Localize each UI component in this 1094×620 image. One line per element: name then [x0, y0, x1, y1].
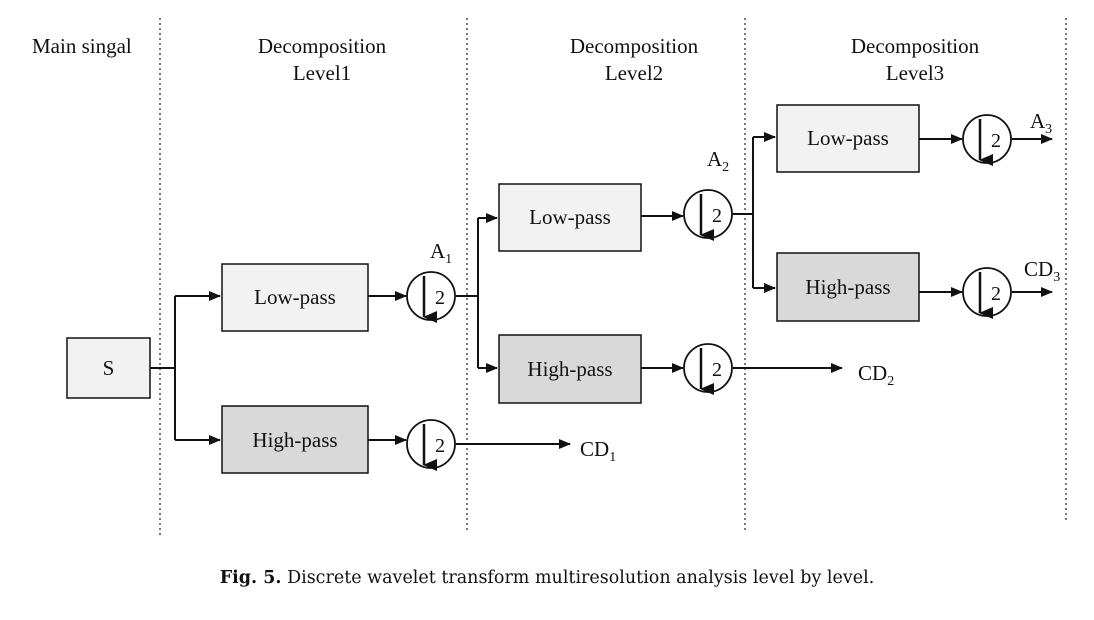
downsampler-l3-low: 2	[962, 114, 1012, 166]
downsampler-l1-high: 2	[406, 419, 456, 471]
low-pass-label: Low-pass	[807, 126, 889, 150]
downsampler-l2-high: 2	[683, 343, 733, 395]
figure-caption-text: Discrete wavelet transform multiresoluti…	[287, 568, 875, 588]
downsampler-l2-low: 2	[683, 189, 733, 241]
downsample-factor: 2	[991, 130, 1001, 152]
signal-block: S	[66, 337, 151, 399]
label-cd2: CD2	[858, 361, 894, 389]
downsample-factor: 2	[712, 205, 722, 227]
level3-low-pass-filter: Low-pass	[776, 104, 920, 173]
downsample-factor: 2	[712, 359, 722, 381]
label-a3: A3	[1030, 109, 1052, 137]
high-pass-label: High-pass	[252, 428, 337, 452]
level-separators	[159, 18, 1067, 538]
downsample-factor: 2	[991, 283, 1001, 305]
signal-box	[66, 337, 151, 399]
low-pass-label: Low-pass	[254, 285, 336, 309]
header-level2-sub: Level2	[605, 61, 663, 85]
figure-label: Fig. 5.	[219, 568, 282, 588]
low-pass-label: Low-pass	[529, 205, 611, 229]
downsample-factor: 2	[435, 435, 445, 457]
header-main-signal: Main singal	[32, 34, 132, 58]
label-a2: A2	[707, 147, 729, 175]
high-pass-label: High-pass	[527, 357, 612, 381]
header-level1-title: Decomposition	[258, 34, 387, 58]
downsampler-l1-low: 2	[406, 271, 456, 323]
label-cd3: CD3	[1024, 257, 1060, 285]
level2-low-pass-filter: Low-pass	[498, 183, 642, 252]
downsampler-l3-high: 2	[962, 267, 1012, 319]
connections	[150, 132, 1053, 449]
figure-caption: Fig. 5. Discrete wavelet transform multi…	[0, 568, 1094, 588]
level3-high-pass-filter: High-pass	[776, 252, 920, 322]
header-level1-sub: Level1	[293, 61, 351, 85]
level2-high-pass-filter: High-pass	[498, 334, 642, 404]
dwt-diagram: Main singal Decomposition Level1 Decompo…	[32, 18, 1067, 538]
header-level2-title: Decomposition	[570, 34, 699, 58]
label-a1: A1	[430, 239, 452, 267]
header-level3-sub: Level3	[886, 61, 944, 85]
header-level3-title: Decomposition	[851, 34, 980, 58]
high-pass-label: High-pass	[805, 275, 890, 299]
label-cd1: CD1	[580, 437, 616, 465]
level1-high-pass-filter: High-pass	[221, 405, 369, 474]
level1-low-pass-filter: Low-pass	[221, 263, 369, 332]
signal-label: S	[103, 356, 115, 380]
downsample-factor: 2	[435, 287, 445, 309]
